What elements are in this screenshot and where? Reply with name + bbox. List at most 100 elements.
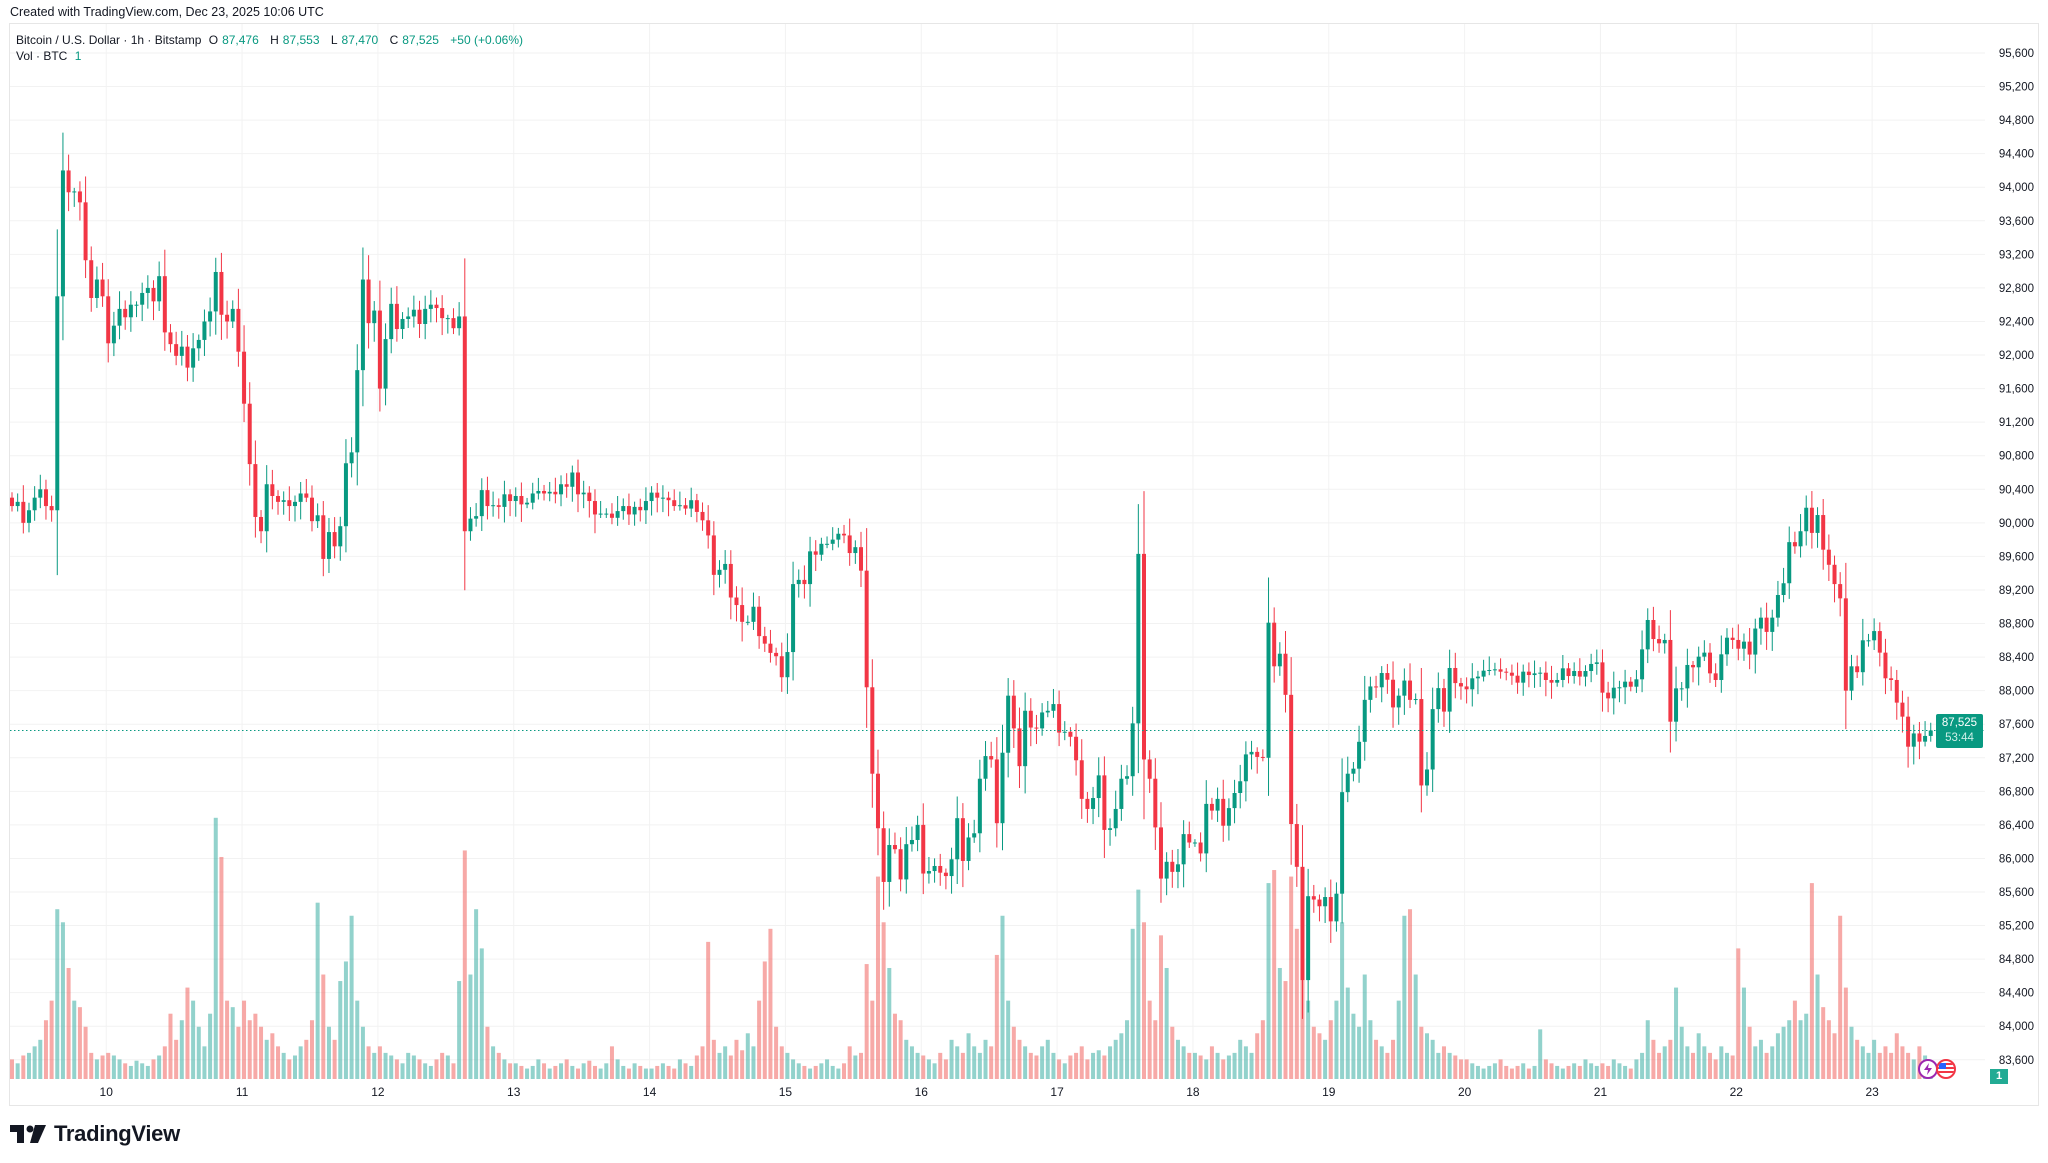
- candle-body: [1283, 653, 1288, 695]
- candle-body: [989, 756, 994, 760]
- candle-body: [15, 501, 20, 507]
- volume-bar: [785, 1052, 790, 1079]
- volume-bar: [553, 1065, 558, 1079]
- volume-bar: [1328, 1020, 1333, 1079]
- volume-bar: [1758, 1039, 1763, 1079]
- price-tick-label: 88,000: [1999, 686, 2034, 698]
- volume-bar: [474, 909, 479, 1079]
- symbol-description[interactable]: Bitcoin / U.S. Dollar · 1h · Bitstamp: [16, 33, 202, 47]
- volume-bar: [106, 1052, 111, 1079]
- candle-body: [598, 513, 603, 515]
- volume-label[interactable]: Vol · BTC: [16, 49, 68, 63]
- candle-body: [1849, 666, 1854, 691]
- candle-body: [1017, 728, 1022, 767]
- candle-body: [83, 202, 88, 261]
- lightning-event-icon[interactable]: [1918, 1059, 1938, 1079]
- volume-bar: [191, 1000, 196, 1079]
- candle-body: [259, 516, 264, 532]
- candle-body: [672, 500, 677, 507]
- candle-body: [1108, 828, 1113, 830]
- candle-body: [1775, 594, 1780, 618]
- candle-body: [191, 348, 196, 368]
- price-tick-label: 94,400: [1999, 149, 2034, 161]
- volume-bar: [247, 1020, 252, 1079]
- candle-body: [1826, 549, 1831, 565]
- candle-body: [694, 500, 699, 512]
- candle-body: [128, 304, 133, 318]
- volume-bar: [649, 1068, 654, 1079]
- volume-bar: [1906, 1052, 1911, 1079]
- volume-bar: [825, 1059, 830, 1079]
- volume-bar: [1543, 1059, 1548, 1079]
- volume-bar: [1226, 1055, 1231, 1079]
- candle-body: [1328, 897, 1333, 922]
- volume-bar: [123, 1063, 128, 1079]
- volume-bar: [168, 1013, 173, 1079]
- candle-body: [355, 370, 360, 453]
- candle-body: [1379, 673, 1384, 688]
- volume-bar: [1283, 981, 1288, 1079]
- candle-body: [660, 497, 665, 499]
- volume-bar: [1057, 1059, 1062, 1079]
- volume-bar: [326, 1026, 331, 1079]
- candle-body: [1249, 751, 1254, 755]
- volume-bar: [1713, 1059, 1718, 1079]
- candle-body: [983, 756, 988, 779]
- candle-body: [508, 494, 513, 502]
- volume-bar: [179, 1020, 184, 1079]
- volume-bar: [717, 1052, 722, 1079]
- candle-body: [1928, 730, 1933, 736]
- candle-body: [1142, 553, 1146, 760]
- volume-bar: [134, 1060, 139, 1079]
- volume-bar: [1849, 1026, 1854, 1079]
- volume-bar: [859, 1052, 863, 1079]
- volume-bar: [174, 1039, 179, 1079]
- last-price-value: 87,525: [1941, 717, 1978, 729]
- tradingview-logo[interactable]: TradingView: [10, 1121, 180, 1147]
- volume-bar: [1475, 1065, 1480, 1079]
- volume-bar: [462, 850, 467, 1079]
- volume-bar: [394, 1059, 399, 1079]
- volume-bar: [1113, 1039, 1118, 1079]
- volume-bar: [955, 1046, 960, 1079]
- candle-body: [1719, 654, 1724, 680]
- candle-body: [1560, 668, 1565, 680]
- volume-bar: [519, 1065, 524, 1079]
- candle-body: [1860, 640, 1865, 673]
- volume-bar: [1696, 1033, 1701, 1079]
- price-tick-label: 90,800: [1999, 451, 2034, 463]
- candle-body: [66, 170, 71, 193]
- candle-body: [236, 308, 241, 352]
- candle-body: [123, 308, 128, 318]
- candle-body: [247, 403, 252, 465]
- candle-body: [1623, 681, 1628, 688]
- candle-body: [434, 304, 439, 309]
- candle-body: [162, 276, 167, 333]
- candle-body: [1340, 792, 1345, 894]
- candle-body: [389, 303, 394, 340]
- candle-body: [881, 828, 886, 882]
- volume-bar: [1708, 1052, 1712, 1079]
- candle-body: [655, 492, 660, 498]
- candle-body: [145, 287, 150, 293]
- volume-bar: [360, 1026, 365, 1079]
- candle-body: [762, 636, 767, 644]
- candle-body: [321, 515, 326, 559]
- candle-body: [1589, 663, 1594, 672]
- candle-body: [1804, 507, 1809, 532]
- candle-body: [892, 845, 897, 850]
- volume-bar: [1255, 1033, 1260, 1079]
- volume-bar: [1079, 1046, 1084, 1079]
- volume-bar: [813, 1065, 818, 1079]
- candle-body: [1708, 652, 1712, 674]
- candle-body: [1057, 704, 1062, 733]
- us-flag-event-icon[interactable]: [1936, 1059, 1956, 1079]
- volume-bar: [609, 1046, 614, 1079]
- volume-bar: [1866, 1052, 1871, 1079]
- date-tick-label: 15: [779, 1085, 793, 1099]
- candle-body: [1566, 668, 1571, 677]
- candle-body: [592, 501, 597, 515]
- volume-bar: [672, 1068, 677, 1079]
- volume-bar: [875, 876, 880, 1079]
